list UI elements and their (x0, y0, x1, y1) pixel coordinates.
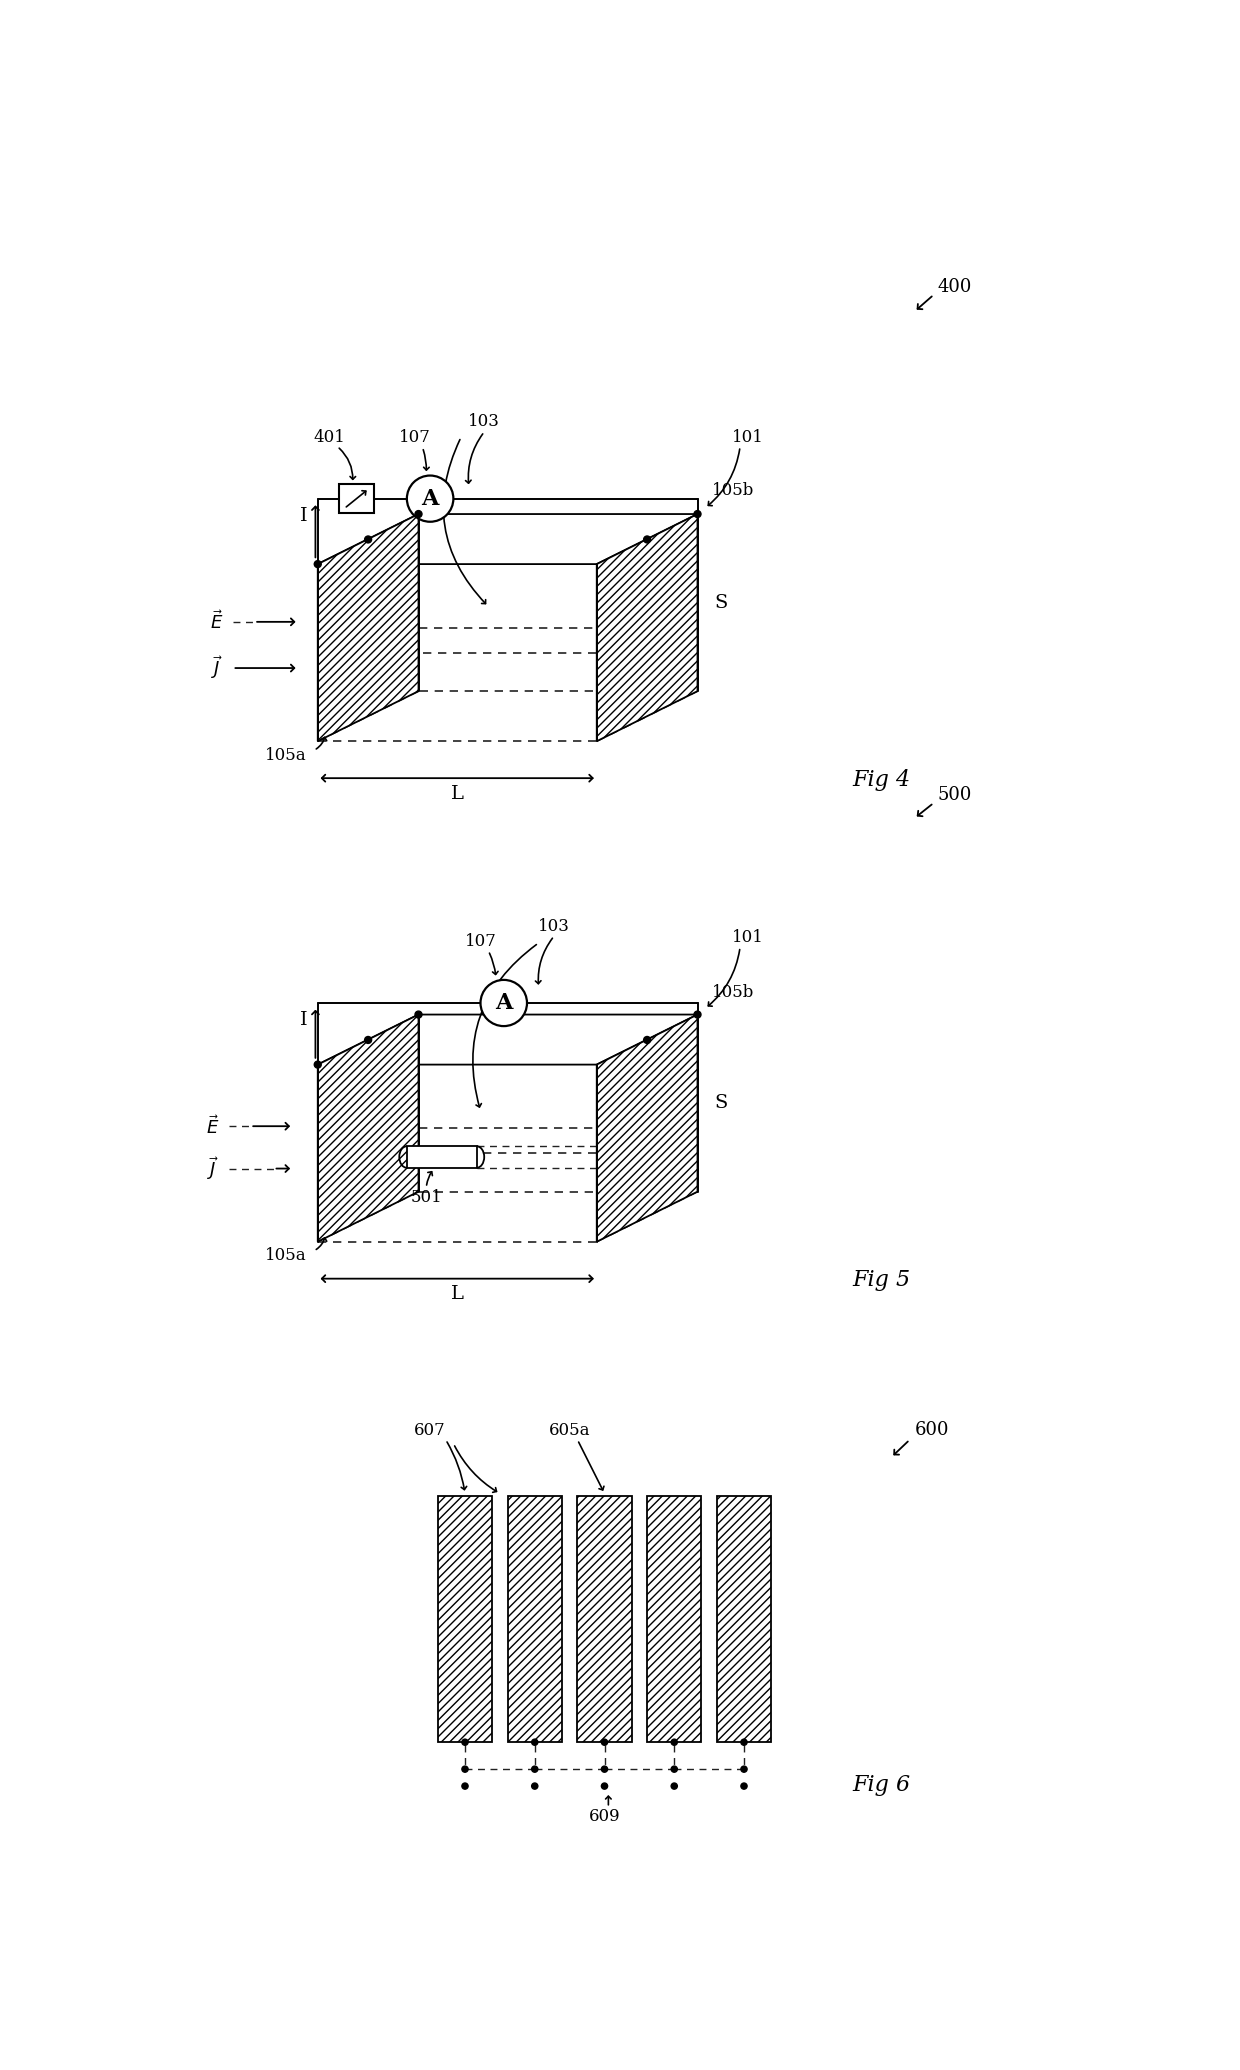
Text: 500: 500 (937, 787, 972, 803)
Circle shape (532, 1739, 538, 1745)
Text: Fig 5: Fig 5 (853, 1269, 910, 1292)
Polygon shape (317, 513, 697, 565)
Text: 105a: 105a (264, 1246, 306, 1265)
Text: 105b: 105b (712, 985, 754, 1002)
Text: $\vec{J}$: $\vec{J}$ (211, 654, 223, 681)
Polygon shape (596, 513, 697, 741)
Text: 105a: 105a (264, 747, 306, 764)
Polygon shape (647, 1497, 702, 1743)
Circle shape (314, 561, 321, 567)
Text: 107: 107 (399, 428, 430, 445)
Polygon shape (717, 1497, 771, 1743)
Bar (407, 1147, 476, 1167)
Text: 609: 609 (589, 1809, 620, 1826)
Circle shape (481, 979, 527, 1027)
Text: L: L (451, 785, 464, 803)
Polygon shape (578, 1497, 631, 1743)
Polygon shape (317, 513, 419, 741)
Circle shape (671, 1782, 677, 1788)
Circle shape (365, 536, 372, 542)
Polygon shape (507, 1497, 562, 1743)
Text: 103: 103 (469, 414, 500, 431)
Text: Fig 4: Fig 4 (853, 768, 910, 791)
Circle shape (461, 1739, 469, 1745)
Text: 105b: 105b (712, 482, 754, 499)
Polygon shape (596, 1014, 697, 1242)
Circle shape (532, 1766, 538, 1772)
Circle shape (601, 1782, 608, 1788)
Text: S: S (714, 594, 728, 611)
Circle shape (671, 1766, 677, 1772)
Text: 101: 101 (732, 929, 764, 946)
Text: $\vec{E}$: $\vec{E}$ (206, 1116, 219, 1138)
Polygon shape (438, 1497, 492, 1743)
Text: 607: 607 (414, 1422, 446, 1439)
Circle shape (742, 1739, 746, 1745)
Text: A: A (422, 489, 439, 509)
Circle shape (407, 476, 454, 522)
Circle shape (694, 1010, 701, 1018)
Circle shape (532, 1782, 538, 1788)
Text: 400: 400 (937, 277, 972, 296)
Text: Fig 6: Fig 6 (853, 1774, 910, 1795)
Text: I: I (300, 507, 308, 524)
Circle shape (601, 1766, 608, 1772)
Polygon shape (317, 1014, 697, 1064)
Text: 107: 107 (465, 934, 496, 950)
Text: 103: 103 (538, 917, 570, 934)
Circle shape (365, 1037, 372, 1043)
Text: 101: 101 (732, 428, 764, 445)
Text: 600: 600 (915, 1422, 949, 1439)
Bar (340, 484, 373, 513)
Circle shape (415, 511, 422, 518)
Circle shape (415, 1010, 422, 1018)
Text: 605a: 605a (549, 1422, 590, 1439)
Circle shape (601, 1739, 608, 1745)
Text: 501: 501 (410, 1188, 443, 1205)
Text: A: A (495, 992, 512, 1014)
Text: S: S (714, 1095, 728, 1112)
Text: I: I (300, 1010, 308, 1029)
Circle shape (671, 1739, 677, 1745)
Circle shape (742, 1782, 746, 1788)
Text: $\vec{J}$: $\vec{J}$ (207, 1155, 219, 1182)
Circle shape (314, 1062, 321, 1068)
Polygon shape (317, 1014, 419, 1242)
Circle shape (694, 511, 701, 518)
Circle shape (461, 1766, 469, 1772)
Circle shape (461, 1782, 469, 1788)
Circle shape (742, 1766, 746, 1772)
Text: L: L (451, 1285, 464, 1302)
Circle shape (644, 536, 651, 542)
Text: $\vec{E}$: $\vec{E}$ (210, 611, 223, 633)
Circle shape (644, 1037, 651, 1043)
Text: 401: 401 (314, 428, 345, 445)
